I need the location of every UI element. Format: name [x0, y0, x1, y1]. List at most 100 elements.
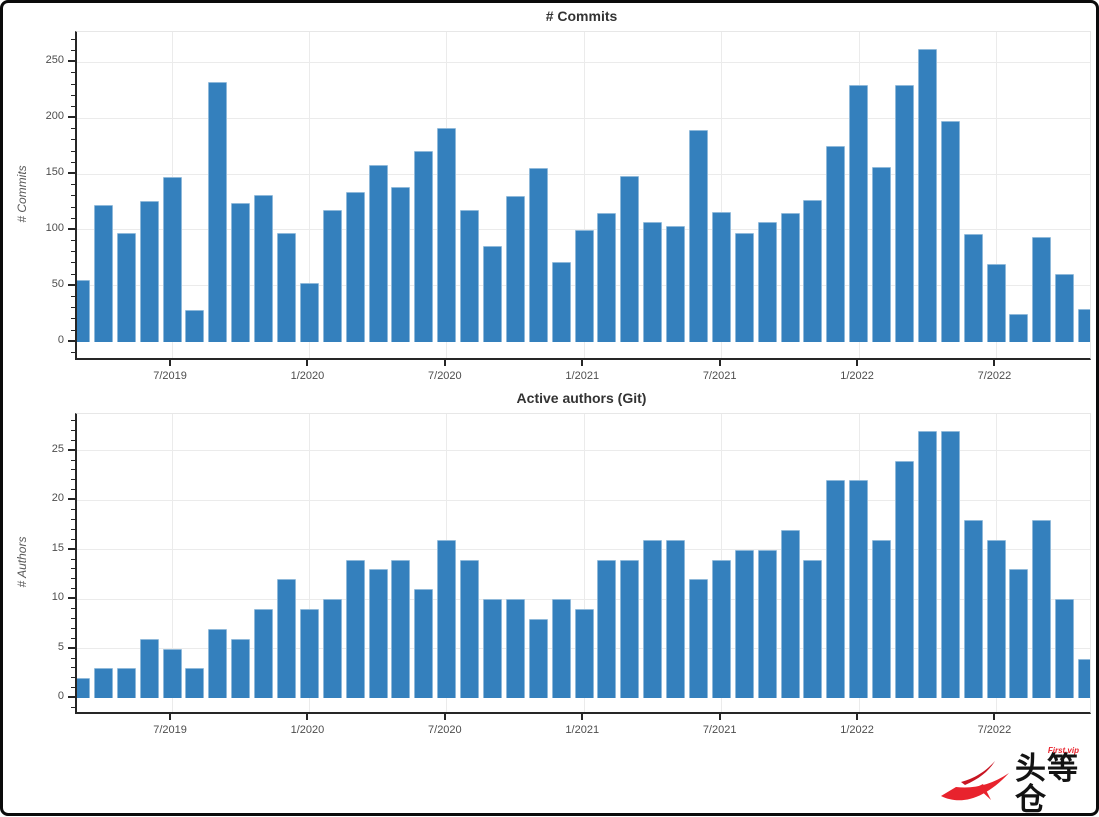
bar-10/2019 [231, 638, 251, 699]
bar-11/2019 [254, 195, 274, 342]
y-gridline [77, 229, 1090, 231]
y-axis-tick [68, 60, 75, 63]
bar-12/2021 [826, 146, 846, 342]
bar-slot [664, 414, 687, 699]
y-tick-label: 150 [45, 166, 64, 179]
y-axis-tick [68, 498, 75, 501]
x-gridline [308, 414, 310, 712]
bar-3/2020 [345, 559, 365, 699]
bar-slot [161, 414, 184, 699]
bar-slot [481, 414, 504, 699]
x-tick-label: 7/2019 [153, 370, 187, 382]
y-axis-minor-tick [71, 318, 75, 320]
x-gridline [583, 414, 585, 712]
y-axis-minor-tick [71, 161, 75, 163]
bar-slot [1008, 414, 1031, 699]
y-axis-minor-tick [71, 707, 75, 709]
y-axis-minor-tick [71, 240, 75, 242]
bar-slot [847, 414, 870, 699]
y-axis-minor-tick [71, 195, 75, 197]
bar-slot [504, 414, 527, 699]
bar-slot [710, 414, 733, 699]
bar-8/2020 [460, 559, 480, 699]
bar-slot [252, 414, 275, 699]
bar-8/2022 [1009, 313, 1029, 342]
bar-5/2019 [116, 668, 136, 699]
bar-7/2020 [437, 539, 457, 699]
y-axis-minor-tick [71, 262, 75, 264]
bars-row [77, 414, 1090, 699]
bar-9/2022 [1032, 519, 1052, 699]
y-gridline [77, 450, 1090, 452]
commits-chart-title: # Commits [545, 8, 618, 24]
bar-6/2020 [414, 150, 434, 342]
bar-slot [138, 32, 161, 342]
y-axis-minor-tick [71, 251, 75, 253]
bar-slot [641, 414, 664, 699]
bar-slot [595, 414, 618, 699]
bar-2/2020 [322, 209, 342, 342]
bar-9/2022 [1032, 236, 1052, 342]
bar-slot [710, 32, 733, 342]
bar-1/2021 [574, 229, 594, 342]
y-axis-minor-tick [71, 273, 75, 275]
y-gridline [77, 499, 1090, 501]
bar-2/2021 [597, 213, 617, 342]
y-axis-tick [68, 448, 75, 451]
y-axis-minor-tick [71, 479, 75, 481]
bar-7/2021 [711, 212, 731, 342]
x-tick-label: 1/2022 [840, 724, 874, 736]
bar-slot [527, 32, 550, 342]
x-axis-tick [856, 359, 859, 366]
bar-slot [183, 32, 206, 342]
x-tick-label: 1/2020 [290, 724, 325, 736]
x-axis-tick [856, 713, 859, 720]
bar-3/2019 [77, 678, 90, 699]
bar-5/2022 [940, 121, 960, 342]
bar-4/2019 [93, 205, 113, 342]
y-axis-minor-tick [71, 657, 75, 659]
bar-slot [687, 414, 710, 699]
bar-slot [1030, 414, 1053, 699]
bar-3/2021 [620, 559, 640, 699]
bar-3/2019 [77, 280, 90, 342]
bar-7/2022 [986, 263, 1006, 342]
y-axis-minor-tick [71, 578, 75, 580]
x-gridline [171, 414, 173, 712]
y-axis-minor-tick [71, 469, 75, 471]
bar-11/2022 [1078, 658, 1090, 699]
bar-slot [504, 32, 527, 342]
bar-2/2021 [597, 559, 617, 699]
bar-8/2022 [1009, 569, 1029, 699]
y-axis-minor-tick [71, 50, 75, 51]
y-axis-minor-tick [71, 139, 75, 141]
bar-slot [321, 32, 344, 342]
y-tick-label: 10 [51, 591, 64, 604]
bar-slot [595, 32, 618, 342]
y-axis-minor-tick [71, 588, 75, 590]
bar-11/2021 [803, 559, 823, 699]
x-axis-tick [993, 359, 996, 366]
bar-2/2022 [872, 167, 892, 342]
bar-slot [77, 32, 92, 342]
x-axis-tick [581, 713, 584, 720]
y-axis-minor-tick [71, 538, 75, 540]
y-axis-minor-tick [71, 627, 75, 629]
bar-slot [298, 32, 321, 342]
bar-7/2020 [437, 128, 457, 342]
y-axis-minor-tick [71, 94, 75, 96]
bar-slot [893, 32, 916, 342]
bar-8/2021 [734, 549, 754, 699]
bar-slot [229, 414, 252, 699]
bar-5/2022 [940, 430, 960, 699]
bar-11/2020 [528, 168, 548, 342]
y-axis-minor-tick [71, 429, 75, 431]
logo-swoosh-icon [941, 761, 1009, 801]
bar-slot [389, 32, 412, 342]
brand-subtext: First.vip [1047, 746, 1079, 755]
x-axis-tick [993, 713, 996, 720]
y-tick-label: 200 [45, 110, 64, 123]
bar-5/2021 [666, 539, 686, 699]
y-axis-minor-tick [71, 206, 75, 208]
bar-9/2021 [757, 222, 777, 342]
